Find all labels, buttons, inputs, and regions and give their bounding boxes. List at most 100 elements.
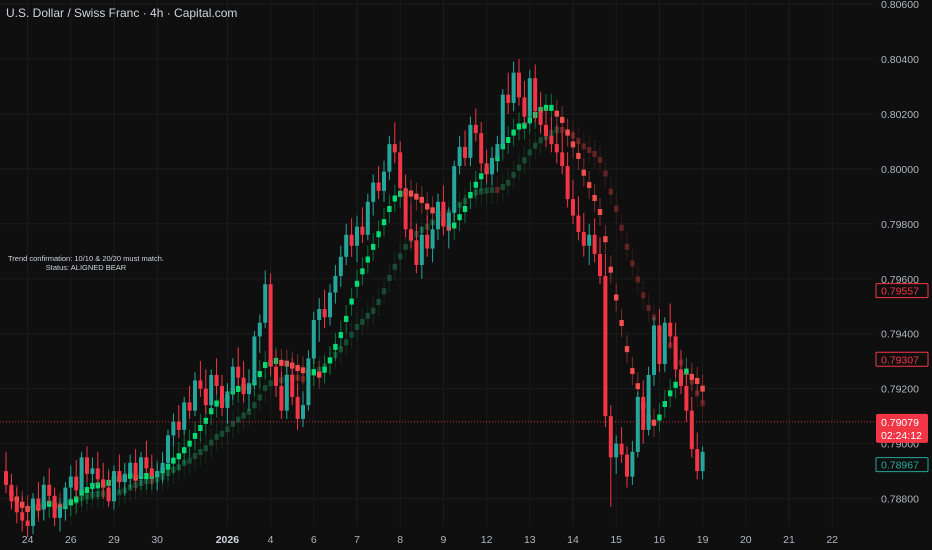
x-tick-label: 7 — [354, 534, 360, 546]
candle-body — [630, 451, 635, 477]
y-tick-label: 0.80200 — [881, 109, 919, 121]
candle-body — [425, 234, 430, 249]
slow-ma-segment — [641, 292, 646, 299]
x-tick-label: 20 — [740, 534, 752, 546]
fast-ma-segment — [171, 457, 176, 464]
slow-ma-segment — [376, 298, 381, 305]
candle-body — [484, 163, 489, 175]
x-tick-label: 30 — [151, 534, 163, 546]
candle-body — [506, 94, 511, 103]
candle-body — [392, 144, 397, 153]
candle-body — [171, 421, 176, 436]
slow-ma-segment — [522, 157, 527, 164]
fast-ma-segment — [689, 373, 694, 380]
fast-ma-segment — [327, 357, 333, 364]
slow-ma-segment — [230, 420, 235, 427]
fast-ma-segment — [408, 190, 414, 197]
candle-body — [301, 405, 305, 419]
fast-ma-segment — [187, 440, 192, 447]
candle-body — [279, 385, 284, 411]
x-tick-label: 29 — [108, 534, 120, 546]
x-tick-label: 26 — [65, 534, 77, 546]
candle-body — [144, 457, 149, 469]
fast-ma-segment — [371, 243, 376, 250]
candle-body — [41, 484, 46, 510]
candle-body — [14, 501, 19, 513]
x-tick-label: 12 — [481, 534, 493, 546]
candle-body — [209, 374, 214, 406]
candle-body — [538, 111, 543, 125]
candle-body — [371, 182, 376, 202]
candle-body — [652, 325, 656, 375]
candle-body — [203, 388, 208, 406]
price-badge — [875, 457, 929, 473]
fast-ma-segment — [511, 129, 516, 136]
slow-ma-segment — [225, 426, 230, 433]
candle-body — [263, 284, 268, 323]
candle-body — [225, 391, 230, 408]
candle-body — [695, 449, 700, 472]
price-badge — [875, 283, 929, 299]
slow-ma-segment — [360, 318, 365, 325]
slow-ma-segment — [506, 179, 511, 186]
candle-body — [554, 144, 559, 153]
slow-ma-segment — [236, 416, 241, 423]
slow-ma-segment — [95, 490, 100, 497]
slow-ma-segment — [246, 408, 252, 415]
x-tick-label: 16 — [654, 534, 666, 546]
candle-body — [527, 78, 532, 117]
fast-ma-segment — [587, 182, 592, 189]
slow-ma-segment — [695, 390, 700, 397]
candle-body — [473, 124, 478, 134]
candle-body — [560, 152, 565, 167]
fast-ma-segment — [516, 123, 522, 130]
candle-body — [257, 322, 262, 337]
candle-body — [349, 234, 354, 246]
x-tick-label: 4 — [268, 534, 274, 546]
fast-ma-segment — [662, 401, 667, 408]
slow-ma-segment — [90, 491, 95, 498]
fast-ma-segment — [95, 482, 100, 489]
slow-ma-segment — [214, 433, 219, 440]
fast-ma-segment — [176, 453, 181, 460]
candle-body — [63, 487, 68, 507]
candle-body — [603, 276, 608, 417]
y-tick-label: 0.80000 — [881, 164, 919, 176]
candle-body — [25, 520, 30, 527]
candle-body — [31, 498, 35, 527]
slow-ma-segment — [689, 378, 694, 385]
candle-body — [306, 358, 311, 406]
slow-ma-segment — [176, 464, 181, 471]
candle-body — [290, 374, 295, 397]
slow-ma-segment — [344, 339, 349, 346]
fast-ma-segment — [236, 385, 241, 392]
slow-ma-segment — [219, 430, 225, 437]
candle-body — [274, 366, 278, 386]
slow-ma-segment — [354, 323, 360, 330]
current-price-badge — [876, 413, 928, 443]
candle-body — [463, 146, 467, 158]
slow-ma-segment — [403, 243, 408, 250]
candle-body — [592, 234, 597, 255]
candle-body — [673, 336, 678, 370]
slow-ma-segment — [576, 137, 581, 144]
slow-ma-segment — [646, 304, 651, 311]
candle-body — [85, 457, 89, 474]
candle-body — [47, 484, 52, 496]
candle-body — [403, 188, 408, 230]
candle-body — [479, 133, 484, 164]
candle-body — [284, 374, 289, 411]
fast-ma-segment — [462, 205, 468, 212]
candle-body — [684, 385, 689, 411]
fast-ma-segment — [597, 208, 603, 215]
x-tick-label: 14 — [567, 534, 579, 546]
candle-body — [187, 402, 192, 411]
candle-body — [252, 336, 257, 384]
fast-ma-segment — [630, 368, 635, 375]
candle-body — [333, 276, 338, 293]
slow-ma-segment — [457, 201, 462, 208]
x-tick-label: 24 — [22, 534, 34, 546]
